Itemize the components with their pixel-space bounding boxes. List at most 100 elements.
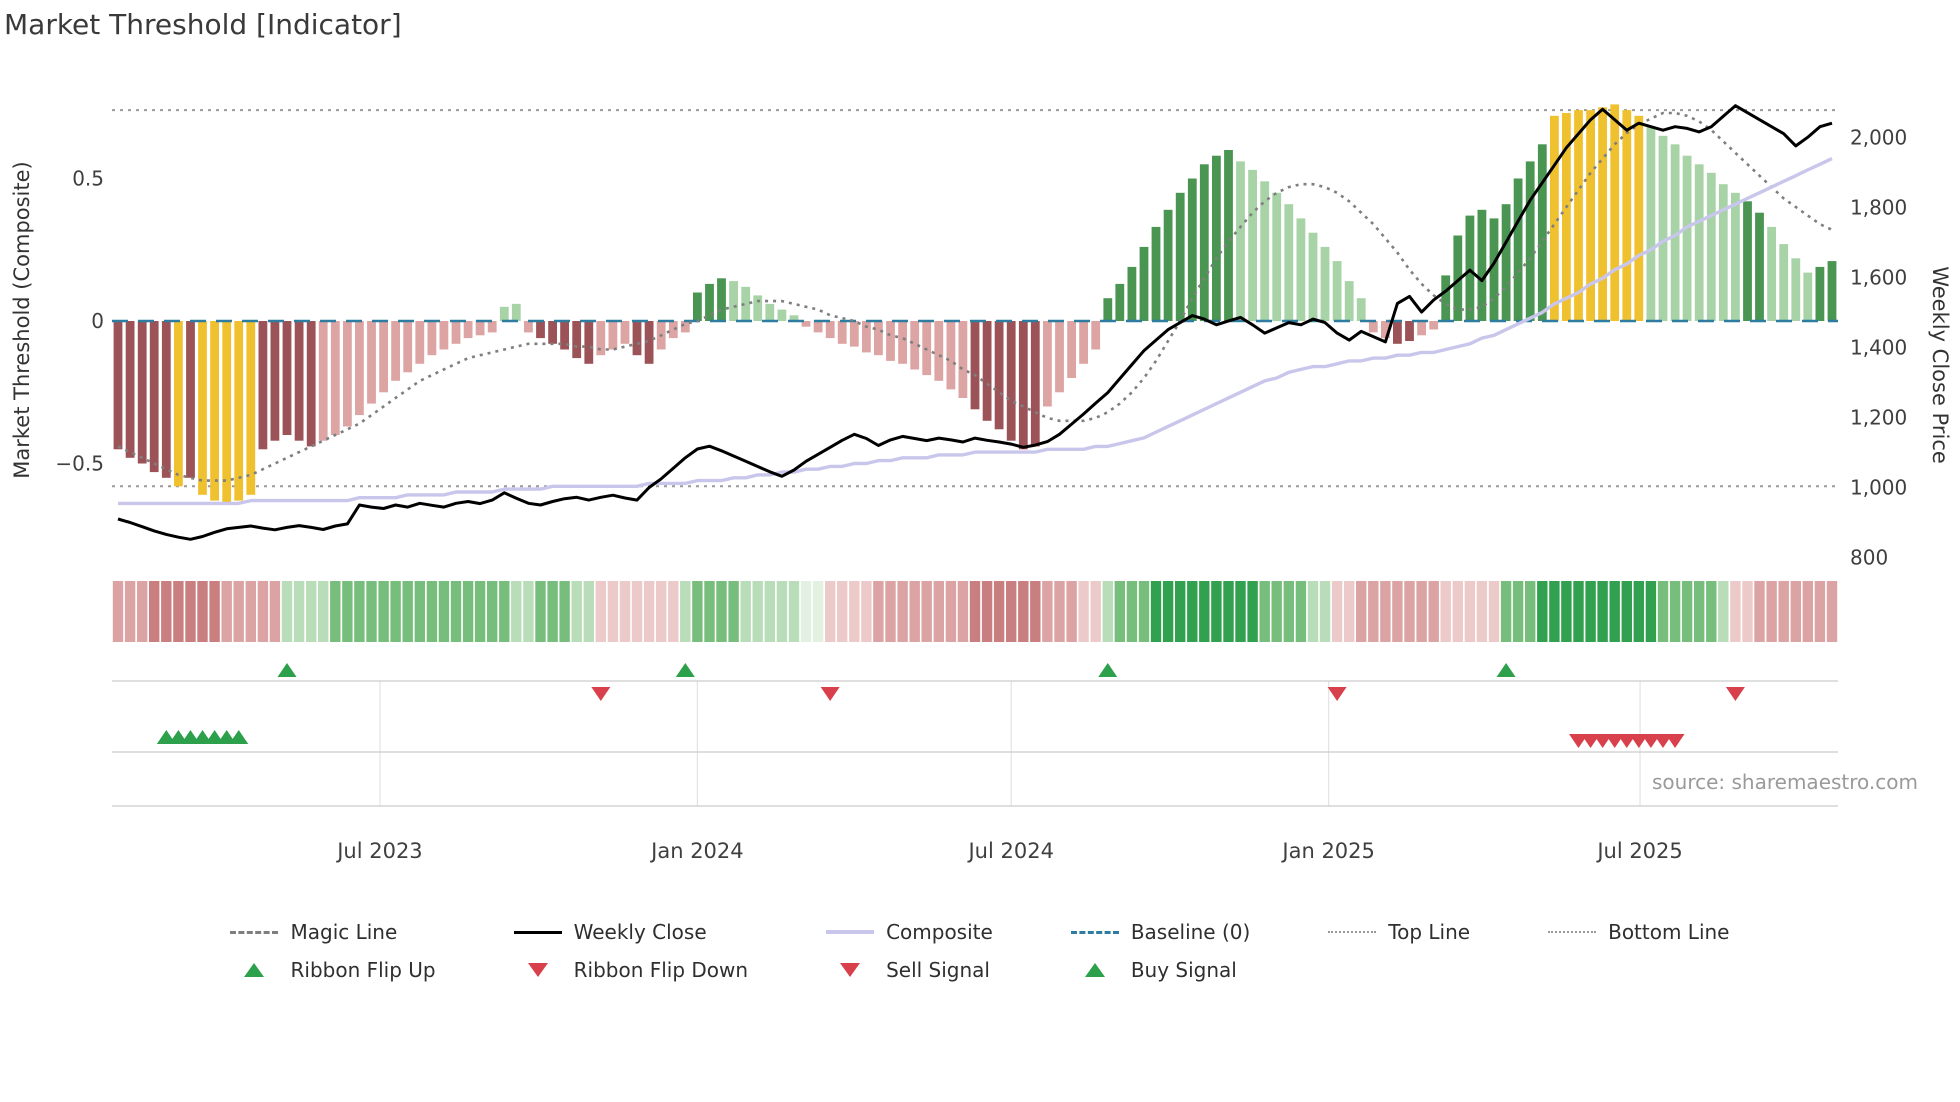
sell-signal-marker: [1629, 734, 1649, 748]
legend-label: Top Line: [1388, 920, 1471, 944]
ribbon-bar: [137, 581, 148, 642]
threshold-bar: [1175, 192, 1185, 322]
threshold-bar: [524, 321, 533, 333]
ribbon-bar: [438, 581, 450, 642]
buy-signal-marker: [193, 730, 213, 744]
ribbon-flip-down-marker: [591, 687, 611, 701]
ribbon-bar: [812, 581, 824, 642]
threshold-bar: [994, 321, 1004, 430]
legend-item-composite: Composite: [826, 920, 993, 944]
ribbon-bar: [366, 581, 377, 642]
ribbon-bar: [1790, 581, 1801, 642]
threshold-bar: [934, 321, 944, 381]
threshold-bar: [1332, 261, 1342, 321]
legend-label: Composite: [886, 920, 993, 944]
threshold-bar: [1091, 321, 1101, 350]
ribbon-bar: [1766, 581, 1777, 642]
ribbon-bar: [885, 581, 896, 642]
ribbon-bar: [583, 581, 594, 642]
y-right-tick-label: 1,600: [1850, 266, 1907, 290]
threshold-bar: [1477, 209, 1487, 321]
threshold-bar: [837, 321, 847, 344]
ribbon-bar: [1319, 581, 1331, 642]
signal-panel: [112, 663, 1838, 807]
ribbon-bar: [1295, 581, 1307, 642]
ribbon-bar: [1344, 581, 1355, 642]
ribbon-bar: [969, 581, 981, 642]
threshold-bar: [874, 321, 883, 356]
ribbon-bar: [631, 581, 643, 642]
threshold-bar: [246, 321, 256, 495]
ribbon-bar: [245, 581, 256, 642]
threshold-bar: [608, 321, 618, 350]
ribbon-bar: [1802, 581, 1813, 642]
ribbon-bar: [909, 581, 920, 642]
ribbon-bar: [197, 581, 208, 642]
ribbon-bar: [1549, 581, 1560, 642]
legend-label: Baseline (0): [1130, 920, 1251, 944]
ribbon-bar: [1247, 581, 1258, 642]
ribbon-flip-down-marker: [1327, 687, 1347, 701]
legend-item-weekly-close: Weekly Close: [513, 920, 748, 944]
threshold-bar: [1187, 178, 1197, 321]
ribbon-bar: [354, 581, 365, 642]
threshold-bar: [282, 321, 292, 435]
ribbon-bar: [523, 581, 534, 642]
threshold-bar: [1260, 181, 1270, 321]
ribbon-flip-up-marker: [1098, 663, 1118, 677]
baseline-swatch-icon: [1070, 930, 1119, 934]
threshold-bar: [1586, 110, 1595, 321]
ribbon-bar: [788, 581, 800, 642]
threshold-bar: [1199, 164, 1209, 322]
ribbon-bar: [1681, 581, 1693, 642]
ribbon-bar: [1512, 581, 1524, 642]
ribbon-flip-up-marker: [675, 663, 695, 677]
magic-line-swatch-icon: [230, 930, 279, 934]
threshold-bar: [1308, 232, 1318, 321]
ribbon-bar: [656, 581, 667, 642]
threshold-bar: [668, 321, 678, 339]
y-right-tick-label: 800: [1850, 546, 1888, 570]
legend-label: Ribbon Flip Up: [290, 958, 436, 982]
ribbon-bar: [1778, 581, 1789, 642]
threshold-bar: [1815, 266, 1825, 321]
ribbon-strip: [112, 581, 1838, 642]
threshold-bar: [1803, 272, 1813, 322]
threshold-bar: [125, 321, 135, 458]
ribbon-bar: [547, 581, 558, 642]
threshold-bar: [1224, 150, 1233, 321]
ribbon-bar: [233, 581, 244, 642]
threshold-bar: [222, 321, 232, 504]
ribbon-bar: [269, 581, 281, 642]
threshold-bar: [1779, 244, 1789, 322]
threshold-bar: [186, 321, 195, 478]
threshold-bar: [946, 321, 956, 390]
ribbon-bar: [1187, 581, 1198, 642]
threshold-bar: [886, 321, 895, 361]
threshold-bar: [234, 321, 244, 501]
sell-signal-icon: [826, 963, 874, 977]
threshold-bar: [1344, 281, 1354, 321]
x-tick-label: Jul 2024: [966, 839, 1053, 863]
ribbon-bar: [462, 581, 474, 642]
ribbon-bar: [921, 581, 932, 642]
threshold-bar: [753, 295, 763, 321]
threshold-bar: [1706, 172, 1716, 321]
ribbon-bar: [149, 581, 160, 642]
threshold-bar: [705, 283, 714, 321]
threshold-bar: [1368, 321, 1378, 333]
sell-signal-marker: [1605, 734, 1625, 748]
threshold-bar: [1212, 155, 1221, 321]
legend-item-ribbon-flip-down: Ribbon Flip Down: [514, 958, 748, 982]
ribbon-bar: [1030, 581, 1041, 642]
threshold-bar: [1284, 204, 1294, 321]
ribbon-bar: [293, 581, 305, 642]
ribbon-bar: [825, 581, 836, 642]
ribbon-bar: [571, 581, 582, 642]
ribbon-bar: [402, 581, 413, 642]
ribbon-bar: [1138, 581, 1150, 642]
ribbon-bar: [1271, 581, 1282, 642]
composite-line: [118, 157, 1833, 506]
ribbon-bar: [257, 581, 269, 642]
threshold-bar: [1139, 246, 1149, 321]
